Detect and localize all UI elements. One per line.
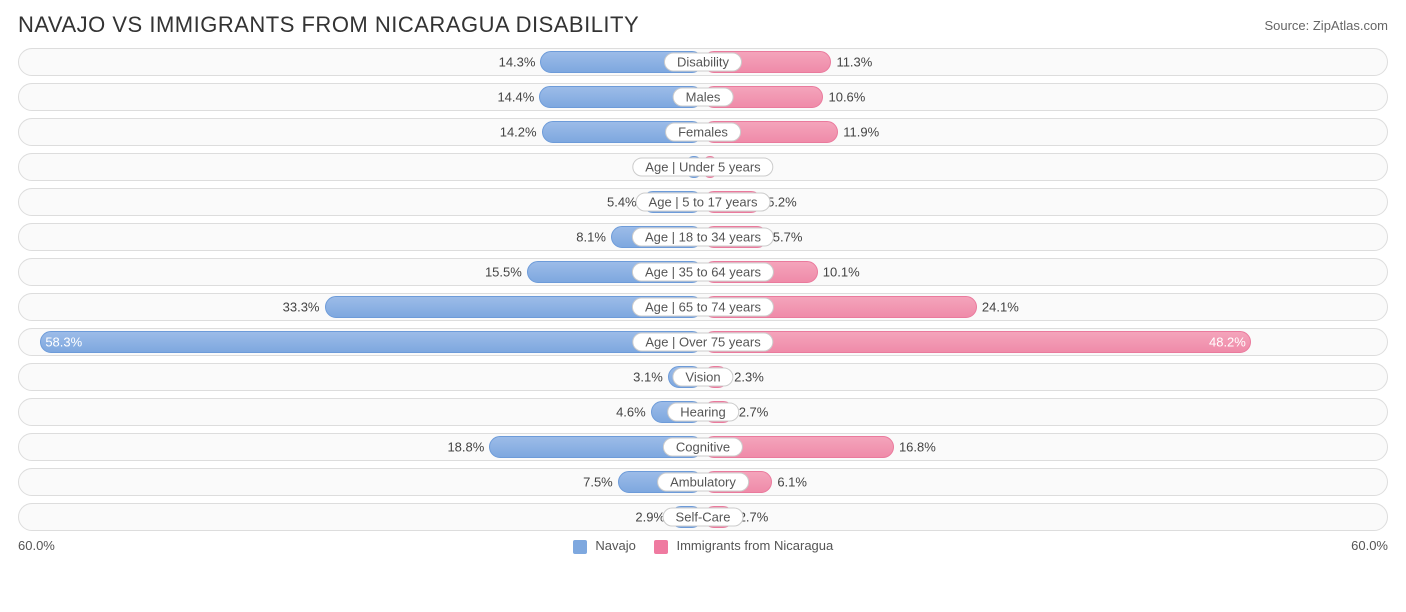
legend-item-left: Navajo [573,538,636,554]
chart-row: 58.3% 48.2% Age | Over 75 years [18,328,1388,356]
value-right: 10.6% [822,90,865,105]
value-right: 2.3% [728,370,764,385]
value-left: 18.8% [447,440,490,455]
chart-row: 8.1%5.7%Age | 18 to 34 years [18,223,1388,251]
legend-swatch-right [654,540,668,554]
chart-title: NAVAJO VS IMMIGRANTS FROM NICARAGUA DISA… [18,12,639,38]
category-pill: Age | 18 to 34 years [632,228,774,247]
category-pill: Cognitive [663,438,743,457]
category-pill: Self-Care [663,508,744,527]
category-pill: Vision [672,368,733,387]
bar-right: 48.2% [703,331,1251,353]
value-left: 8.1% [576,230,612,245]
value-left: 14.3% [499,55,542,70]
value-left: 4.6% [616,405,652,420]
chart-row: 18.8% 16.8% Cognitive [18,433,1388,461]
category-pill: Age | 5 to 17 years [636,193,771,212]
category-pill: Hearing [667,403,739,422]
legend-item-right: Immigrants from Nicaragua [654,538,833,554]
axis-max-left: 60.0% [18,538,55,553]
value-left: 15.5% [485,265,528,280]
category-pill: Females [665,123,741,142]
value-left: 33.3% [283,300,326,315]
axis-max-right: 60.0% [1351,538,1388,553]
chart-row: 3.1% 2.3%Vision [18,363,1388,391]
legend: Navajo Immigrants from Nicaragua [573,538,834,554]
value-left: 14.4% [497,90,540,105]
category-pill: Age | 35 to 64 years [632,263,774,282]
value-right: 11.3% [830,55,872,70]
category-pill: Age | Under 5 years [632,158,773,177]
chart-row: 2.9%2.7%Self-Care [18,503,1388,531]
value-right: 11.9% [837,125,879,140]
value-right: 48.2% [1209,335,1246,350]
chart-row: 1.6%1.2%Age | Under 5 years [18,153,1388,181]
chart-row: 7.5% 6.1% Ambulatory [18,468,1388,496]
value-right: 10.1% [817,265,860,280]
chart-footer: 60.0% Navajo Immigrants from Nicaragua 6… [18,538,1388,554]
value-left: 14.2% [500,125,543,140]
legend-label-right: Immigrants from Nicaragua [676,538,833,553]
chart-row: 4.6%2.7%Hearing [18,398,1388,426]
chart-row: 14.2% 11.9% Females [18,118,1388,146]
value-left: 7.5% [583,475,619,490]
chart-row: 14.4% 10.6% Males [18,83,1388,111]
category-pill: Males [673,88,734,107]
legend-swatch-left [573,540,587,554]
chart-row: 14.3% 11.3% Disability [18,48,1388,76]
value-right: 6.1% [771,475,807,490]
value-left: 3.1% [633,370,669,385]
chart-row: 33.3% 24.1% Age | 65 to 74 years [18,293,1388,321]
value-right: 24.1% [976,300,1019,315]
header-row: NAVAJO VS IMMIGRANTS FROM NICARAGUA DISA… [18,12,1388,38]
category-pill: Age | Over 75 years [632,333,773,352]
chart-row: 5.4%5.2%Age | 5 to 17 years [18,188,1388,216]
category-pill: Age | 65 to 74 years [632,298,774,317]
source-attribution: Source: ZipAtlas.com [1264,18,1388,33]
category-pill: Disability [664,53,742,72]
chart-row: 15.5% 10.1% Age | 35 to 64 years [18,258,1388,286]
value-right: 16.8% [893,440,936,455]
category-pill: Ambulatory [657,473,749,492]
diverging-bar-chart: 14.3% 11.3% Disability 14.4% 10.6% Males 14.2%… [18,48,1388,531]
legend-label-left: Navajo [595,538,635,553]
value-left: 58.3% [45,335,82,350]
bar-left: 58.3% [40,331,703,353]
